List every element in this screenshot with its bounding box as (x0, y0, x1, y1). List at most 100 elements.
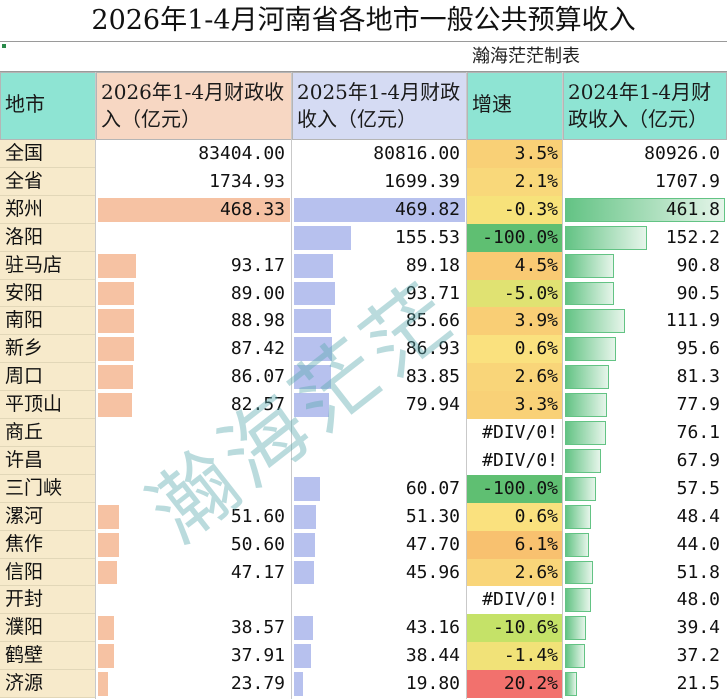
city-cell[interactable]: 全国 (0, 140, 96, 168)
revenue-2024-cell[interactable]: 1707.9 (563, 168, 727, 196)
revenue-2024-cell[interactable]: 37.2 (563, 642, 727, 670)
revenue-2025-cell[interactable]: 83.85 (292, 363, 467, 391)
city-cell[interactable]: 漯河 (0, 503, 96, 531)
revenue-2026-cell[interactable]: 468.33 (96, 196, 292, 224)
growth-cell[interactable]: 0.6% (467, 503, 563, 531)
revenue-2025-cell[interactable]: 93.71 (292, 280, 467, 307)
revenue-2024-cell[interactable]: 81.3 (563, 363, 727, 391)
revenue-2024-cell[interactable]: 44.0 (563, 531, 727, 559)
header-2024[interactable]: 2024年1-4月财政收入（亿元） (563, 72, 727, 140)
revenue-2026-cell[interactable]: 38.57 (96, 614, 292, 642)
revenue-2026-cell[interactable]: 37.91 (96, 642, 292, 670)
revenue-2025-cell[interactable]: 86.93 (292, 335, 467, 363)
revenue-2024-cell[interactable]: 21.5 (563, 670, 727, 698)
growth-cell[interactable]: -100.0% (467, 224, 563, 252)
city-cell[interactable]: 济源 (0, 670, 96, 698)
revenue-2025-cell[interactable]: 155.53 (292, 224, 467, 252)
revenue-2026-cell[interactable] (96, 475, 292, 503)
revenue-2025-cell[interactable] (292, 419, 467, 447)
revenue-2024-cell[interactable]: 48.4 (563, 503, 727, 531)
growth-cell[interactable]: 6.1% (467, 531, 563, 559)
revenue-2024-cell[interactable]: 67.9 (563, 447, 727, 475)
city-cell[interactable]: 信阳 (0, 559, 96, 586)
growth-cell[interactable]: -0.3% (467, 196, 563, 224)
revenue-2025-cell[interactable] (292, 447, 467, 475)
revenue-2026-cell[interactable] (96, 447, 292, 475)
revenue-2026-cell[interactable]: 86.07 (96, 363, 292, 391)
revenue-2024-cell[interactable]: 90.5 (563, 280, 727, 307)
header-2025[interactable]: 2025年1-4月财政收入（亿元） (292, 72, 467, 140)
city-cell[interactable]: 全省 (0, 168, 96, 196)
growth-cell[interactable]: -100.0% (467, 475, 563, 503)
revenue-2024-cell[interactable]: 80926.0 (563, 140, 727, 168)
city-cell[interactable]: 安阳 (0, 280, 96, 307)
header-growth[interactable]: 增速 (467, 72, 563, 140)
city-cell[interactable]: 鹤壁 (0, 642, 96, 670)
revenue-2024-cell[interactable]: 461.8 (563, 196, 727, 224)
growth-cell[interactable]: 0.6% (467, 335, 563, 363)
revenue-2024-cell[interactable]: 39.4 (563, 614, 727, 642)
city-cell[interactable]: 三门峡 (0, 475, 96, 503)
city-cell[interactable]: 南阳 (0, 307, 96, 335)
revenue-2025-cell[interactable] (292, 586, 467, 614)
city-cell[interactable]: 濮阳 (0, 614, 96, 642)
revenue-2025-cell[interactable]: 80816.00 (292, 140, 467, 168)
growth-cell[interactable]: #DIV/0! (467, 447, 563, 475)
revenue-2024-cell[interactable]: 48.0 (563, 586, 727, 614)
revenue-2026-cell[interactable] (96, 224, 292, 252)
city-cell[interactable]: 焦作 (0, 531, 96, 559)
city-cell[interactable]: 洛阳 (0, 224, 96, 252)
revenue-2024-cell[interactable]: 95.6 (563, 335, 727, 363)
city-cell[interactable]: 平顶山 (0, 391, 96, 419)
revenue-2026-cell[interactable] (96, 586, 292, 614)
revenue-2026-cell[interactable]: 93.17 (96, 252, 292, 280)
revenue-2025-cell[interactable]: 60.07 (292, 475, 467, 503)
revenue-2025-cell[interactable]: 89.18 (292, 252, 467, 280)
city-cell[interactable]: 新乡 (0, 335, 96, 363)
growth-cell[interactable]: -10.6% (467, 614, 563, 642)
revenue-2025-cell[interactable]: 79.94 (292, 391, 467, 419)
revenue-2025-cell[interactable]: 1699.39 (292, 168, 467, 196)
revenue-2026-cell[interactable]: 89.00 (96, 280, 292, 307)
growth-cell[interactable]: -5.0% (467, 280, 563, 307)
revenue-2025-cell[interactable]: 45.96 (292, 559, 467, 586)
growth-cell[interactable]: #DIV/0! (467, 419, 563, 447)
header-city[interactable]: 地市 (0, 72, 96, 140)
growth-cell[interactable]: 2.1% (467, 168, 563, 196)
growth-cell[interactable]: 3.9% (467, 307, 563, 335)
city-cell[interactable]: 郑州 (0, 196, 96, 224)
revenue-2026-cell[interactable]: 50.60 (96, 531, 292, 559)
revenue-2026-cell[interactable]: 87.42 (96, 335, 292, 363)
revenue-2025-cell[interactable]: 38.44 (292, 642, 467, 670)
growth-cell[interactable]: 3.5% (467, 140, 563, 168)
growth-cell[interactable]: #DIV/0! (467, 586, 563, 614)
growth-cell[interactable]: 20.2% (467, 670, 563, 698)
revenue-2024-cell[interactable]: 76.1 (563, 419, 727, 447)
revenue-2025-cell[interactable]: 47.70 (292, 531, 467, 559)
growth-cell[interactable]: 4.5% (467, 252, 563, 280)
growth-cell[interactable]: -1.4% (467, 642, 563, 670)
revenue-2024-cell[interactable]: 90.8 (563, 252, 727, 280)
revenue-2026-cell[interactable]: 88.98 (96, 307, 292, 335)
city-cell[interactable]: 开封 (0, 586, 96, 614)
revenue-2026-cell[interactable]: 1734.93 (96, 168, 292, 196)
revenue-2024-cell[interactable]: 111.9 (563, 307, 727, 335)
city-cell[interactable]: 许昌 (0, 447, 96, 475)
revenue-2024-cell[interactable]: 57.5 (563, 475, 727, 503)
revenue-2026-cell[interactable]: 51.60 (96, 503, 292, 531)
city-cell[interactable]: 商丘 (0, 419, 96, 447)
city-cell[interactable]: 驻马店 (0, 252, 96, 280)
revenue-2026-cell[interactable]: 47.17 (96, 559, 292, 586)
revenue-2025-cell[interactable]: 85.66 (292, 307, 467, 335)
revenue-2025-cell[interactable]: 19.80 (292, 670, 467, 698)
city-cell[interactable]: 周口 (0, 363, 96, 391)
revenue-2025-cell[interactable]: 469.82 (292, 196, 467, 224)
revenue-2026-cell[interactable]: 83404.00 (96, 140, 292, 168)
growth-cell[interactable]: 2.6% (467, 559, 563, 586)
revenue-2025-cell[interactable]: 51.30 (292, 503, 467, 531)
growth-cell[interactable]: 3.3% (467, 391, 563, 419)
revenue-2026-cell[interactable]: 82.57 (96, 391, 292, 419)
growth-cell[interactable]: 2.6% (467, 363, 563, 391)
revenue-2024-cell[interactable]: 152.2 (563, 224, 727, 252)
revenue-2026-cell[interactable]: 23.79 (96, 670, 292, 698)
